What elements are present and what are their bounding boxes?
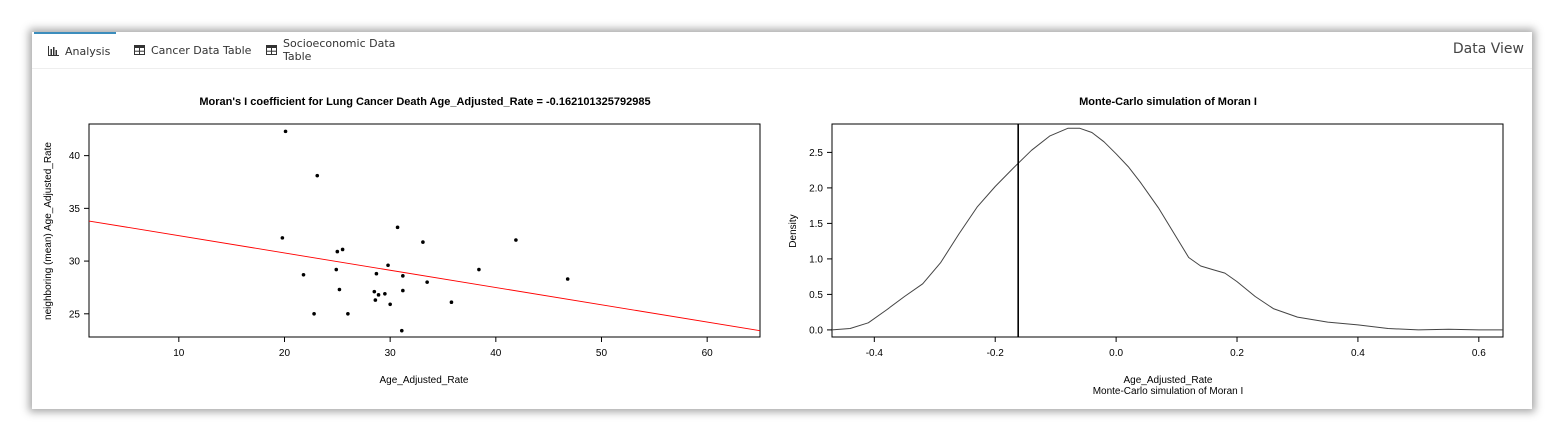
density-x-tick-label: 0.4 bbox=[1351, 348, 1365, 359]
density-plot-frame bbox=[831, 123, 1504, 338]
density-y-tick-label: 1.5 bbox=[809, 219, 823, 230]
scatter-point bbox=[383, 291, 387, 296]
density-y-tick-label: 2.5 bbox=[809, 148, 823, 159]
scatter-point bbox=[514, 238, 518, 242]
scatter-y-tick-label: 40 bbox=[69, 151, 81, 162]
analysis-panel: Analysis Cancer Data Table Socioeconomic… bbox=[32, 32, 1532, 409]
scatter-point bbox=[401, 274, 405, 278]
density-curve bbox=[831, 127, 1503, 331]
density-sublabel: Monte-Carlo simulation of Moran I bbox=[1093, 386, 1244, 397]
scatter-y-tick-label: 30 bbox=[69, 257, 81, 268]
scatter-x-tick-label: 60 bbox=[702, 348, 714, 359]
scatter-point bbox=[425, 280, 429, 284]
scatter-plot-frame bbox=[88, 123, 761, 338]
density-xlabel: Age_Adjusted_Rate bbox=[1124, 375, 1213, 386]
scatter-point bbox=[421, 240, 425, 244]
monte-carlo-density-plot: Monte-Carlo simulation of Moran I Age_Ad… bbox=[788, 96, 1504, 397]
density-x-tick-label: 0.0 bbox=[1109, 348, 1123, 359]
table-icon bbox=[134, 45, 145, 55]
density-ylabel: Density bbox=[788, 214, 799, 247]
data-view-title: Data View bbox=[1452, 41, 1524, 57]
scatter-x-tick-label: 40 bbox=[490, 348, 502, 359]
scatter-point bbox=[374, 271, 379, 276]
tab-socioeconomic-data-table[interactable]: Socioeconomic Data Table bbox=[266, 32, 426, 68]
tab-analysis[interactable]: Analysis bbox=[34, 32, 116, 68]
density-x-tick-label: 0.2 bbox=[1230, 348, 1244, 359]
tab-cancer-data-table-label: Cancer Data Table bbox=[151, 43, 252, 57]
scatter-point bbox=[477, 267, 481, 272]
scatter-point bbox=[334, 267, 339, 272]
scatter-point bbox=[283, 129, 288, 134]
scatter-point bbox=[335, 249, 340, 254]
charts-canvas: Moran's I coefficient for Lung Cancer De… bbox=[43, 96, 1504, 397]
density-x-tick-label: 0.6 bbox=[1472, 348, 1486, 359]
scatter-x-tick-label: 50 bbox=[596, 348, 608, 359]
bar-chart-icon bbox=[48, 46, 59, 56]
moran-scatter-plot: Moran's I coefficient for Lung Cancer De… bbox=[43, 96, 761, 386]
tab-analysis-label: Analysis bbox=[65, 44, 111, 58]
scatter-point bbox=[312, 312, 316, 316]
tab-socioeconomic-data-table-label: Socioeconomic Data Table bbox=[283, 37, 396, 63]
scatter-point bbox=[565, 277, 570, 281]
scatter-x-tick-label: 30 bbox=[385, 348, 397, 359]
tab-bar: Analysis Cancer Data Table Socioeconomic… bbox=[32, 32, 1532, 69]
scatter-x-tick-label: 20 bbox=[279, 348, 291, 359]
scatter-y-tick-label: 35 bbox=[69, 204, 81, 215]
scatter-xlabel: Age_Adjusted_Rate bbox=[380, 375, 469, 386]
density-y-tick-label: 2.0 bbox=[809, 183, 823, 194]
scatter-point bbox=[376, 293, 381, 297]
scatter-point bbox=[395, 225, 400, 230]
scatter-ylabel: neighboring (mean) Age_Adjusted_Rate bbox=[43, 142, 54, 320]
scatter-y-tick-label: 25 bbox=[69, 309, 81, 320]
scatter-x-tick-label: 10 bbox=[173, 348, 185, 359]
scatter-point bbox=[346, 312, 350, 316]
density-x-tick-label: -0.2 bbox=[987, 348, 1005, 359]
scatter-point bbox=[337, 287, 342, 292]
scatter-point bbox=[401, 288, 405, 293]
scatter-point bbox=[280, 236, 285, 240]
tab-cancer-data-table[interactable]: Cancer Data Table bbox=[134, 32, 252, 68]
scatter-point bbox=[386, 263, 390, 268]
regression-line bbox=[88, 220, 761, 332]
scatter-point bbox=[399, 328, 404, 333]
density-y-tick-label: 1.0 bbox=[809, 254, 823, 265]
scatter-point bbox=[388, 302, 392, 307]
scatter-title: Moran's I coefficient for Lung Cancer De… bbox=[199, 96, 650, 108]
density-x-tick-label: -0.4 bbox=[866, 348, 884, 359]
scatter-point bbox=[301, 272, 306, 277]
density-title: Monte-Carlo simulation of Moran I bbox=[1079, 96, 1257, 108]
scatter-point bbox=[340, 247, 345, 252]
table-icon bbox=[266, 45, 277, 55]
scatter-point bbox=[372, 289, 377, 294]
scatter-point bbox=[315, 173, 320, 178]
scatter-point bbox=[449, 300, 454, 305]
density-y-tick-label: 0.5 bbox=[809, 290, 823, 301]
density-y-tick-label: 0.0 bbox=[809, 325, 823, 336]
scatter-point bbox=[373, 298, 378, 302]
